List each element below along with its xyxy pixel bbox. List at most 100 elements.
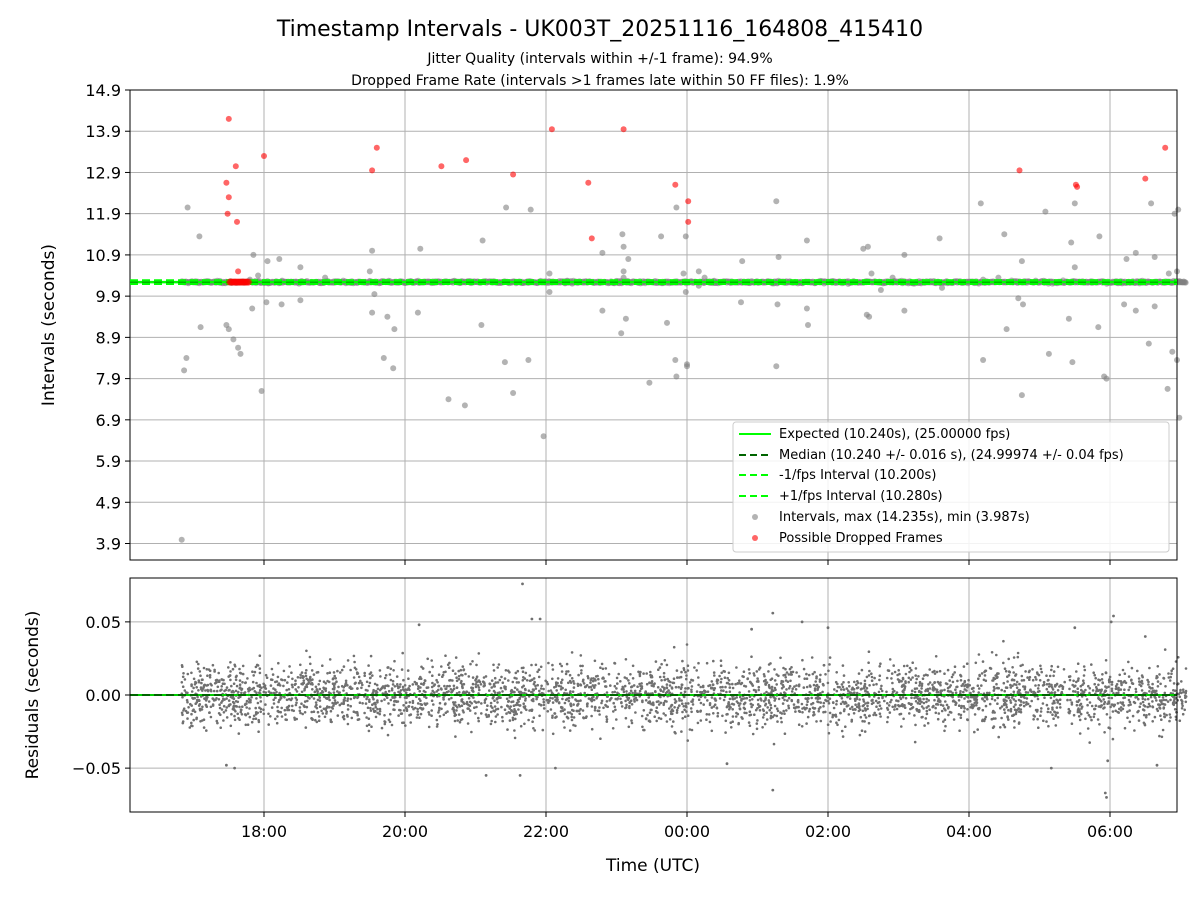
interval-point: [672, 357, 679, 363]
residual-point: [1104, 685, 1107, 688]
interval-point: [618, 330, 625, 337]
residual-point: [611, 727, 615, 730]
residual-point: [1009, 686, 1013, 689]
residual-point: [259, 707, 263, 711]
legend-minus-fps-label: -1/fps Interval (10.200s): [779, 468, 936, 483]
residual-point: [1045, 720, 1048, 723]
residual-point: [981, 708, 985, 712]
interval-point: [1176, 414, 1183, 421]
residual-point: [1038, 679, 1042, 682]
residual-point: [458, 691, 461, 694]
residual-point: [1137, 677, 1141, 680]
residual-point: [781, 696, 785, 700]
residual-point: [564, 672, 568, 676]
residual-point: [947, 713, 950, 717]
interval-point: [369, 247, 376, 254]
residual-point: [881, 695, 884, 698]
residual-point: [570, 715, 573, 719]
residual-point: [932, 689, 935, 692]
residual-point: [1141, 697, 1145, 701]
residual-point: [356, 687, 359, 690]
residual-point: [1003, 667, 1007, 670]
residual-point: [454, 656, 458, 659]
residual-point: [1170, 672, 1173, 675]
residual-point: [1181, 688, 1185, 691]
residual-point: [484, 713, 488, 716]
residual-point: [511, 718, 515, 722]
residual-point: [332, 688, 336, 691]
residual-point: [680, 683, 684, 687]
residual-point: [1095, 685, 1098, 689]
residual-point: [442, 696, 445, 699]
residual-point: [679, 687, 683, 691]
residual-point: [508, 719, 512, 722]
residual-point: [389, 698, 393, 702]
residual-point: [1034, 708, 1038, 712]
residual-point: [678, 697, 681, 700]
residual-point: [233, 714, 236, 718]
residual-point: [605, 715, 608, 718]
residual-point: [516, 698, 520, 702]
residual-point: [1108, 716, 1112, 719]
residual-point: [1075, 680, 1078, 684]
residual-point: [1082, 674, 1086, 677]
residual-point: [837, 718, 841, 722]
residual-point: [566, 711, 570, 714]
residual-point: [992, 689, 996, 692]
residual-point: [383, 686, 387, 690]
residual-point: [342, 689, 345, 692]
residual-point: [346, 699, 349, 702]
residual-point: [1173, 708, 1177, 711]
interval-point: [599, 307, 606, 314]
residual-point: [966, 718, 969, 721]
interval-point: [620, 268, 627, 275]
interval-point: [546, 289, 553, 295]
residual-point: [892, 664, 895, 667]
residual-point: [1075, 670, 1078, 673]
residual-point: [931, 683, 934, 687]
residual-point: [802, 706, 806, 709]
residual-point: [697, 676, 700, 679]
residual-point: [973, 713, 977, 716]
legend-box: [732, 421, 1170, 553]
residual-point: [762, 673, 766, 676]
residual-point: [190, 671, 193, 675]
residual-point: [780, 720, 783, 724]
residual-point: [893, 670, 897, 674]
residual-point: [604, 667, 608, 670]
chart-title: Timestamp Intervals - UK003T_20251116_16…: [276, 17, 923, 42]
residual-point: [558, 662, 562, 666]
residual-point: [245, 702, 248, 705]
residual-point: [365, 724, 369, 728]
residual-point: [1062, 668, 1066, 671]
residual-point: [996, 696, 999, 700]
residual-point: [556, 698, 559, 701]
residual-point: [547, 661, 550, 665]
residual-point: [1104, 689, 1108, 693]
residual-point: [754, 689, 757, 692]
residual-point: [232, 682, 236, 685]
residual-point: [1039, 667, 1043, 671]
residual-point: [1108, 680, 1111, 684]
residual-point: [625, 706, 628, 709]
residual-point: [935, 688, 939, 692]
residual-point: [856, 680, 859, 683]
residual-point: [783, 732, 787, 735]
residual-point: [788, 684, 792, 688]
residual-point: [505, 712, 508, 715]
residual-point: [567, 699, 571, 703]
residual-point: [477, 700, 480, 704]
residual-point: [1143, 698, 1147, 701]
residual-point: [340, 684, 344, 688]
residual-point: [853, 697, 857, 701]
residual-point: [1078, 718, 1082, 722]
residual-point: [932, 704, 935, 708]
residual-point: [600, 699, 604, 703]
residual-point: [259, 710, 263, 714]
residual-point: [728, 683, 731, 686]
residual-point: [699, 719, 703, 722]
residual-point: [289, 698, 293, 702]
residual-point: [553, 695, 557, 699]
residual-point: [180, 681, 184, 684]
residual-point: [346, 659, 350, 662]
